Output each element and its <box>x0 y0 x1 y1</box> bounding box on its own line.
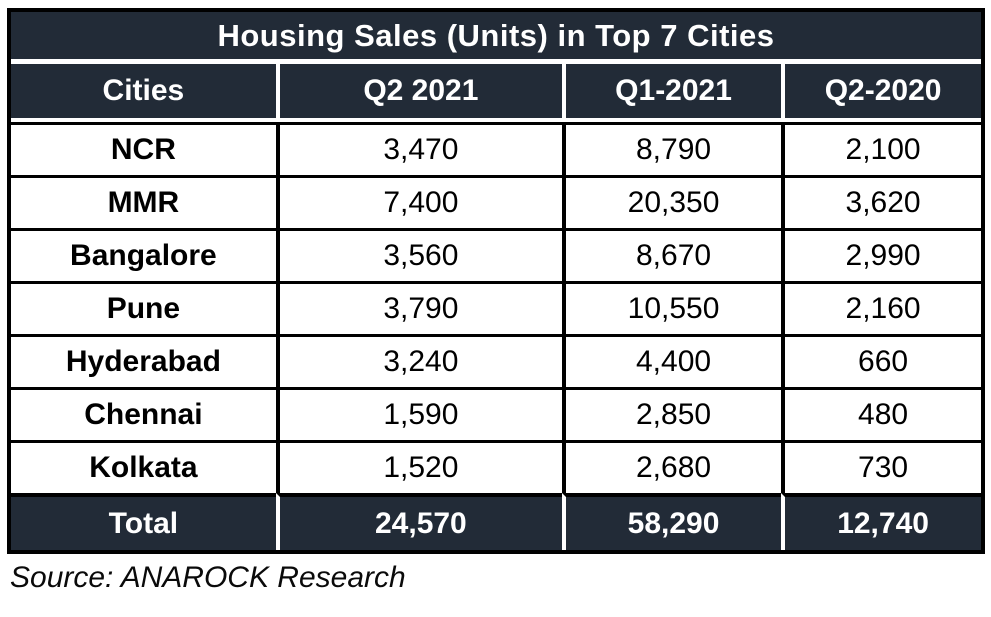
value-cell: 660 <box>781 334 981 387</box>
title-row: Housing Sales (Units) in Top 7 Cities <box>11 12 981 64</box>
value-cell: 2,160 <box>781 281 981 334</box>
table-row-pune: Pune 3,790 10,550 2,160 <box>11 281 981 334</box>
value-cell: 2,100 <box>781 122 981 175</box>
value-cell: 3,240 <box>275 334 562 387</box>
value-cell: 480 <box>781 387 981 440</box>
total-value-cell: 58,290 <box>561 493 782 550</box>
table-row-ncr: NCR 3,470 8,790 2,100 <box>11 122 981 175</box>
city-name-cell: NCR <box>11 122 276 175</box>
total-label: Total <box>11 493 276 550</box>
city-name-cell: Bangalore <box>11 228 276 281</box>
value-cell: 10,550 <box>561 281 782 334</box>
value-cell: 8,670 <box>561 228 782 281</box>
value-cell: 3,620 <box>781 175 981 228</box>
value-cell: 20,350 <box>561 175 782 228</box>
value-cell: 3,470 <box>275 122 562 175</box>
column-header-q2-2021: Q2 2021 <box>275 64 562 122</box>
total-value-cell: 24,570 <box>275 493 562 550</box>
value-cell: 2,850 <box>561 387 782 440</box>
housing-sales-table: Housing Sales (Units) in Top 7 Cities Ci… <box>7 8 985 554</box>
source-note: Source: ANAROCK Research <box>10 561 406 594</box>
city-name-cell: Chennai <box>11 387 276 440</box>
table-row-chennai: Chennai 1,590 2,850 480 <box>11 387 981 440</box>
table-row-kolkata: Kolkata 1,520 2,680 730 <box>11 440 981 493</box>
value-cell: 1,520 <box>275 440 562 493</box>
value-cell: 730 <box>781 440 981 493</box>
table-title: Housing Sales (Units) in Top 7 Cities <box>11 12 981 64</box>
value-cell: 8,790 <box>561 122 782 175</box>
value-cell: 2,680 <box>561 440 782 493</box>
column-header-cities: Cities <box>11 64 276 122</box>
value-cell: 7,400 <box>275 175 562 228</box>
page: Housing Sales (Units) in Top 7 Cities Ci… <box>7 8 985 594</box>
city-name-cell: MMR <box>11 175 276 228</box>
value-cell: 1,590 <box>275 387 562 440</box>
total-value-cell: 12,740 <box>781 493 981 550</box>
table-row-bangalore: Bangalore 3,560 8,670 2,990 <box>11 228 981 281</box>
total-row: Total 24,570 58,290 12,740 <box>11 493 981 550</box>
value-cell: 3,790 <box>275 281 562 334</box>
column-header-q2-2020: Q2-2020 <box>781 64 981 122</box>
value-cell: 2,990 <box>781 228 981 281</box>
city-name-cell: Hyderabad <box>11 334 276 387</box>
city-name-cell: Pune <box>11 281 276 334</box>
value-cell: 4,400 <box>561 334 782 387</box>
value-cell: 3,560 <box>275 228 562 281</box>
city-name-cell: Kolkata <box>11 440 276 493</box>
table-row-mmr: MMR 7,400 20,350 3,620 <box>11 175 981 228</box>
table-row-hyderabad: Hyderabad 3,240 4,400 660 <box>11 334 981 387</box>
column-header-row: Cities Q2 2021 Q1-2021 Q2-2020 <box>11 64 981 122</box>
column-header-q1-2021: Q1-2021 <box>561 64 782 122</box>
